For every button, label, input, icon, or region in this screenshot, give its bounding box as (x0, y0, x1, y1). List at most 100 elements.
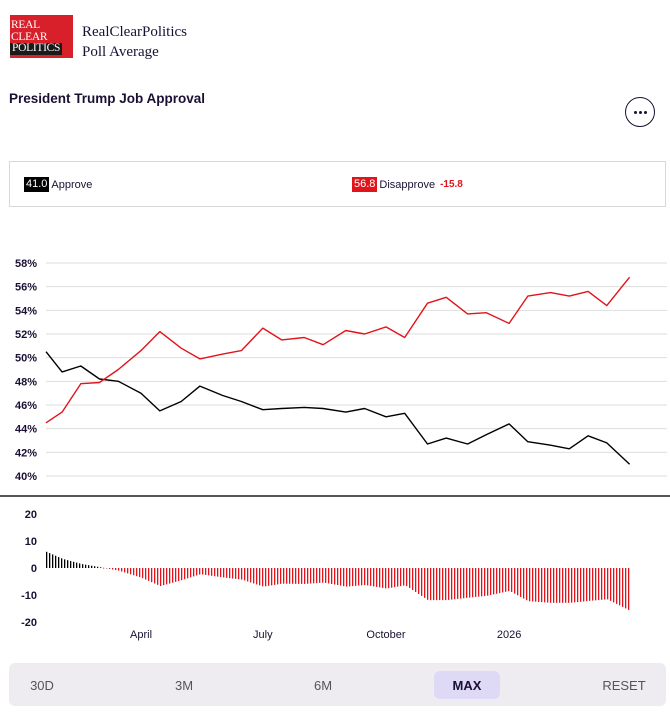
spread-y-tick-label: 20 (25, 509, 37, 521)
spread-bar (376, 568, 378, 587)
spread-bar (358, 568, 360, 586)
spread-bar (49, 553, 51, 568)
spread-bar (373, 568, 375, 587)
logo-text: REAL CLEAR POLITICS (10, 19, 63, 55)
spread-bar (436, 568, 438, 601)
spread-bar (313, 568, 315, 584)
spread-bar (145, 568, 147, 580)
spread-bar (94, 566, 96, 568)
spread-bar (292, 568, 294, 584)
y-tick-label: 44% (15, 424, 37, 436)
spread-bar (610, 568, 612, 601)
spread-bar (580, 568, 582, 602)
spread-bar (370, 568, 372, 586)
spread-bar (136, 568, 138, 577)
spread-bar (133, 568, 135, 576)
spread-bar (346, 568, 348, 587)
spread-bar (547, 568, 549, 603)
spread-y-tick-label: -10 (21, 590, 37, 602)
range-max-button[interactable]: MAX (434, 671, 500, 699)
spread-bar (493, 568, 495, 595)
range-6m-button[interactable]: 6M (313, 677, 333, 693)
spread-bar (595, 568, 597, 601)
y-tick-label: 42% (15, 447, 37, 459)
spread-bar (472, 568, 474, 598)
spread-bar (127, 568, 129, 574)
spread-bar (577, 568, 579, 603)
spread-bar (121, 568, 123, 572)
legend-approve: 41.0 Approve (24, 177, 92, 192)
x-tick-label: July (253, 629, 273, 641)
spread-bar (412, 568, 414, 591)
reset-button[interactable]: RESET (602, 677, 646, 693)
spread-bar (289, 568, 291, 584)
spread-bar (559, 568, 561, 603)
spread-bar (82, 564, 84, 568)
spread-bar (601, 568, 603, 600)
spread-bar (514, 568, 516, 594)
disapprove-value: 56.8 (352, 177, 378, 192)
spread-bar (190, 568, 192, 578)
spread-bar (118, 568, 120, 571)
range-selector: 30D 3M 6M MAX RESET (9, 663, 666, 706)
spread-bar (466, 568, 468, 598)
ellipsis-icon[interactable] (625, 97, 655, 127)
page-title: President Trump Job Approval (9, 91, 206, 106)
approval-chart[interactable]: 58% 56% 54% 52% 50% 48% 46% 44% 42% 40% 20 10 0 -10 -2… (0, 240, 670, 650)
spread-bar (64, 559, 66, 568)
approve-series-line (45, 351, 631, 465)
y-tick-label: 52% (15, 329, 37, 341)
spread-bar (565, 568, 567, 603)
spread-bar (544, 568, 546, 603)
spread-bar (334, 568, 336, 585)
spread-bar (208, 568, 210, 576)
spread-bar (148, 568, 150, 581)
spread-bar (607, 568, 609, 600)
spread-bar (391, 568, 393, 588)
spread-bar (115, 568, 117, 571)
spread-bar (406, 568, 408, 587)
spread-bar (124, 568, 126, 573)
spread-bar (301, 568, 303, 584)
spread-bar (442, 568, 444, 601)
spread-bar (316, 568, 318, 584)
spread-bar (400, 568, 402, 587)
spread-bar (163, 568, 165, 586)
range-30d-button[interactable]: 30D (30, 677, 54, 693)
spread-bar (571, 568, 573, 603)
legend-disapprove: 56.8 Disapprove -15.8 (352, 177, 463, 192)
spread-bar (241, 568, 243, 580)
spread-bar (205, 568, 207, 575)
x-tick-label: 2026 (497, 629, 521, 641)
spread-bar (265, 568, 267, 587)
spread-bar (568, 568, 570, 603)
x-tick-label: April (130, 629, 152, 641)
spread-bar (142, 568, 144, 579)
range-3m-button[interactable]: 3M (174, 677, 194, 693)
spread-bar (628, 568, 630, 610)
spread-bar (481, 568, 483, 597)
spread-bar (625, 568, 627, 609)
spread-bar (520, 568, 522, 597)
spread-bar (100, 567, 102, 568)
spread-bar (298, 568, 300, 584)
spread-bar (508, 568, 510, 592)
spread-bar (130, 568, 132, 575)
spread-bar (541, 568, 543, 603)
spread-bar (562, 568, 564, 603)
spread-bar (586, 568, 588, 602)
spread-bar (199, 568, 201, 575)
spread-value: -15.8 (440, 179, 463, 190)
spread-bar (496, 568, 498, 594)
spread-bar (328, 568, 330, 584)
spread-bar (103, 567, 105, 569)
spread-bar (331, 568, 333, 584)
spread-bar (229, 568, 231, 579)
spread-bar (583, 568, 585, 602)
spread-bar (277, 568, 279, 585)
rcp-logo[interactable]: REAL CLEAR POLITICS (10, 15, 73, 58)
approve-label: Approve (51, 178, 93, 191)
y-tick-label: 56% (15, 282, 37, 294)
spread-bar (409, 568, 411, 589)
spread-bar (355, 568, 357, 586)
